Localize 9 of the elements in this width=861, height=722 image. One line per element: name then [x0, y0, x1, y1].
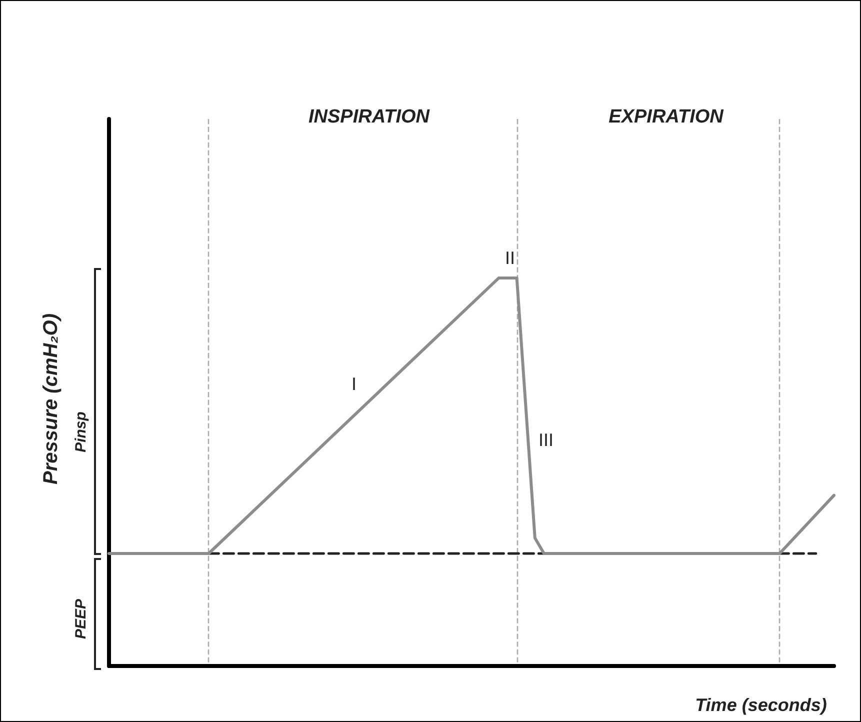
annotation: I	[351, 374, 357, 394]
text: EXPIRATION	[608, 106, 725, 128]
text: II	[504, 248, 516, 268]
x-axis-title: Time (seconds)	[695, 695, 827, 715]
text: Pinsp	[72, 412, 90, 452]
text: PEEP	[72, 598, 90, 640]
annotation: III	[538, 430, 554, 450]
y-axis-title: Pressure (cmH₂O)	[40, 313, 62, 485]
text: INSPIRATION	[308, 106, 431, 128]
